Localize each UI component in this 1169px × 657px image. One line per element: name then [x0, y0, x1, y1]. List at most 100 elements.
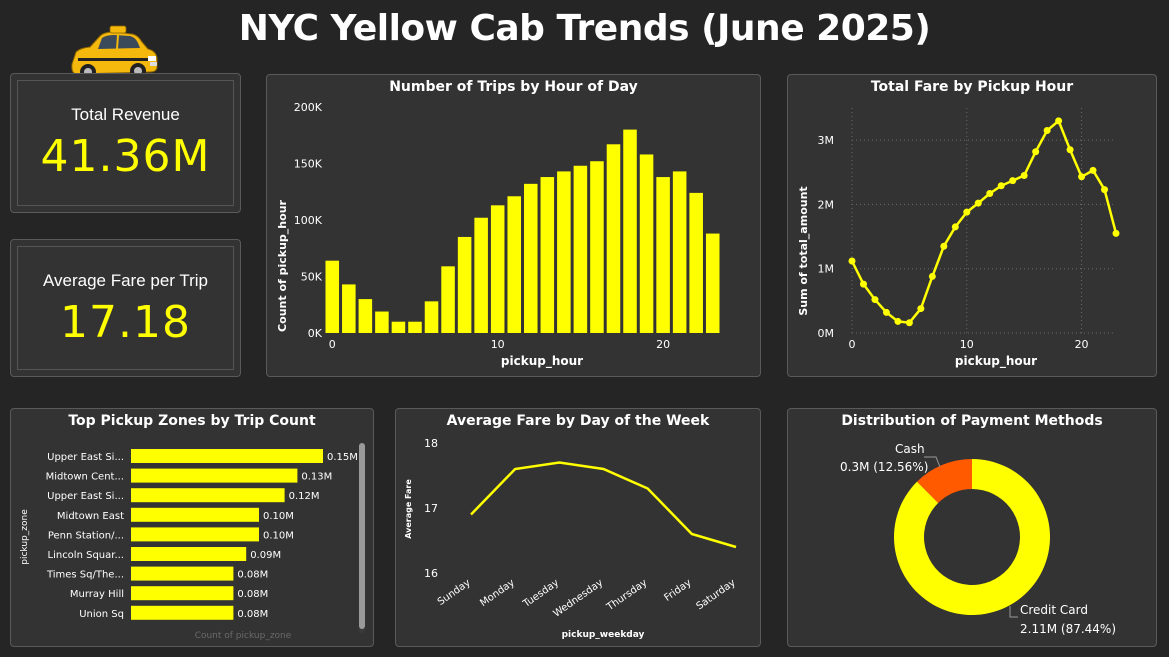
trips-by-hour-panel[interactable]: Number of Trips by Hour of Day Count of …: [266, 74, 761, 377]
zone-label: Murray Hill: [70, 589, 124, 600]
fare-point: [894, 317, 902, 325]
weekday-xtick-label: Sunday: [436, 577, 473, 608]
trips-xtick-label: 10: [491, 338, 505, 351]
fare-xtick-label: 0: [849, 338, 856, 351]
top-zones-title: Top Pickup Zones by Trip Count: [68, 413, 316, 429]
fare-point: [859, 280, 867, 288]
zone-label: Union Sq: [79, 609, 124, 620]
zone-value-label: 0.08M: [237, 570, 268, 581]
trips-bar: [606, 144, 621, 333]
payment-leader-line: [924, 456, 941, 468]
fare-xlabel: pickup_hour: [955, 354, 1037, 369]
page-title: NYC Yellow Cab Trends (June 2025): [238, 8, 931, 49]
trips-xtick-label: 20: [656, 338, 670, 351]
zone-bar: [131, 449, 323, 463]
payment-methods-title: Distribution of Payment Methods: [841, 413, 1103, 429]
zones-scrollbar-thumb[interactable]: [359, 443, 365, 629]
fare-point: [963, 208, 971, 216]
trips-ylabel: Count of pickup_hour: [276, 199, 289, 331]
payment-label-value: 0.3M (12.56%): [840, 460, 928, 474]
trips-bar: [705, 233, 720, 333]
trips-bar: [490, 205, 505, 333]
zone-value-label: 0.10M: [263, 511, 294, 522]
zones-xlabel: Count of pickup_zone: [195, 631, 292, 641]
trips-bar: [391, 321, 406, 333]
weekday-xtick-label: Wednesday: [551, 577, 605, 619]
zone-label: Times Sq/The...: [46, 570, 124, 581]
weekday-ytick-label: 16: [424, 567, 438, 580]
fare-point: [1055, 117, 1063, 125]
trips-ytick-label: 50K: [301, 271, 323, 284]
fare-ylabel: Sum of total_amount: [797, 186, 810, 315]
trips-ytick-label: 0K: [308, 327, 323, 340]
fare-point: [905, 319, 913, 327]
kpi-total-revenue-label: Total Revenue: [71, 105, 180, 124]
zone-bar: [131, 566, 234, 581]
weekday-ytick-label: 17: [424, 502, 438, 515]
payment-slice-cash: [917, 459, 972, 503]
top-zones-chart: pickup_zone Count of pickup_zone Upper E…: [20, 449, 358, 641]
fare-point: [871, 296, 879, 304]
fare-ytick-label: 1M: [818, 263, 835, 276]
fare-point: [997, 182, 1005, 190]
trips-bar: [573, 165, 588, 333]
zone-value-label: 0.08M: [237, 609, 268, 620]
weekday-xtick-label: Friday: [662, 577, 693, 603]
trips-bar: [375, 311, 389, 333]
kpi-total-revenue-card[interactable]: Total Revenue 41.36M: [10, 73, 241, 213]
top-zones-panel[interactable]: Top Pickup Zones by Trip Count pickup_zo…: [10, 408, 374, 647]
zones-scrollbar[interactable]: [359, 443, 365, 633]
trips-bar: [623, 129, 637, 333]
zone-value-label: 0.13M: [301, 472, 332, 483]
zone-label: Midtown Cent...: [46, 472, 124, 483]
fare-ytick-label: 0M: [818, 327, 835, 340]
fare-xtick-label: 20: [1075, 338, 1089, 351]
zone-label: Upper East Si...: [47, 452, 124, 463]
fare-point: [1009, 177, 1017, 185]
kpi-average-fare-card[interactable]: Average Fare per Trip 17.18: [10, 239, 241, 377]
weekday-xtick-label: Monday: [478, 577, 517, 609]
trips-bar: [441, 266, 455, 333]
fare-by-weekday-title: Average Fare by Day of the Week: [446, 413, 710, 429]
trips-bar: [639, 154, 654, 333]
zone-bar: [131, 527, 259, 542]
fare-by-hour-panel[interactable]: Total Fare by Pickup Hour Sum of total_a…: [787, 74, 1157, 377]
zone-value-label: 0.09M: [250, 550, 281, 561]
trips-bar: [358, 299, 373, 333]
zone-label: Midtown East: [57, 511, 124, 522]
zones-ylabel: pickup_zone: [20, 509, 30, 565]
zone-value-label: 0.08M: [237, 589, 268, 600]
trips-ytick-label: 150K: [294, 158, 323, 171]
kpi-average-fare-label: Average Fare per Trip: [42, 271, 209, 290]
fare-point: [986, 190, 994, 197]
zone-bar: [131, 586, 234, 601]
fare-point: [1101, 186, 1109, 194]
trips-bar: [507, 196, 521, 333]
kpi-total-revenue-value: 41.36M: [40, 131, 211, 182]
trips-by-hour-title: Number of Trips by Hour of Day: [389, 79, 638, 95]
trips-bar: [325, 260, 340, 333]
weekday-xlabel: pickup_weekday: [562, 630, 645, 640]
payment-label-name: Cash: [895, 442, 925, 456]
fare-line: [850, 118, 1118, 325]
trips-bar: [672, 171, 687, 333]
fare-point: [940, 242, 948, 250]
zone-bar: [131, 605, 234, 620]
zone-label: Upper East Si...: [47, 491, 124, 502]
fare-point: [1112, 229, 1120, 237]
zone-label: Penn Station/...: [48, 530, 124, 541]
fare-point: [848, 257, 856, 265]
weekday-xtick-label: Tuesday: [521, 577, 562, 610]
trips-by-hour-chart: Count of pickup_hour pickup_hour 0K 50K 10…: [276, 101, 720, 369]
fare-point: [1089, 166, 1097, 174]
trips-xlabel: pickup_hour: [501, 354, 583, 369]
fare-by-weekday-panel[interactable]: Average Fare by Day of the Week Average …: [395, 408, 761, 647]
fare-point: [1032, 148, 1040, 156]
zone-bar: [131, 507, 259, 522]
payment-methods-panel[interactable]: Distribution of Payment Methods Credit C…: [787, 408, 1157, 647]
trips-bar: [540, 177, 555, 333]
fare-point: [928, 272, 936, 280]
payment-label-name: Credit Card: [1020, 603, 1088, 617]
kpi-average-fare-value: 17.18: [60, 297, 191, 348]
weekday-ylabel: Average Fare: [404, 479, 413, 539]
